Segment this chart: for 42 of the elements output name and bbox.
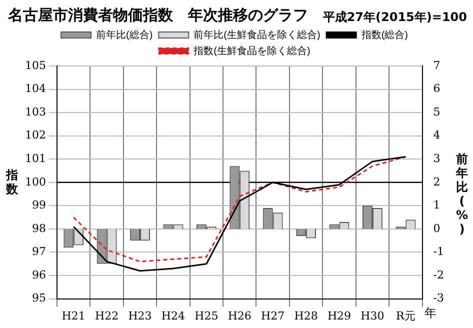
legend-label: 指数(総合) [360, 28, 408, 41]
y-tick-label: 104 [24, 82, 46, 96]
y2-tick-label: -1 [433, 245, 444, 258]
y2-axis-title: 前年比(%) [454, 152, 470, 236]
y2-tick-label: 5 [433, 105, 440, 118]
y-tick-label: 95 [32, 292, 46, 305]
y-tick-label: 99 [32, 198, 46, 212]
x-tick-label: H24 [161, 309, 186, 322]
y-tick-label: 102 [24, 128, 46, 142]
y-axis-title: 指数 [4, 168, 19, 196]
y2-tick-label: -3 [433, 292, 444, 305]
y-tick-label: 98 [32, 222, 46, 235]
x-tick-label: H27 [261, 309, 285, 322]
x-tick-label: H22 [95, 309, 119, 322]
x-tick-label: H29 [327, 309, 352, 322]
legend-label: 前年比(生鮮食品を除く総合) [194, 28, 320, 41]
chart-subtitle: 平成27年(2015年)=100 [322, 9, 467, 26]
y-tick-label: 103 [24, 105, 46, 118]
y2-tick-label: 7 [433, 58, 440, 72]
y2-tick-label: 2 [433, 175, 440, 188]
legend-label: 前年比(総合) [96, 28, 153, 41]
y-tick-label: 101 [24, 152, 46, 165]
y2-tick-label: 0 [433, 222, 440, 235]
y2-tick-label: 4 [433, 128, 440, 142]
y2-tick-label: 3 [433, 152, 440, 165]
x-tick-label: H30 [360, 309, 384, 322]
y2-tick-label: 6 [433, 82, 440, 96]
legend-label: 指数(生鮮食品を除く総合) [192, 44, 310, 57]
y-tick-label: 105 [24, 58, 46, 72]
y-tick-label: 100 [24, 175, 46, 188]
x-tick-label: H28 [294, 309, 318, 322]
y-tick-label: 97 [32, 245, 46, 258]
x-tick-label: H23 [128, 309, 152, 322]
x-tick-label: H21 [62, 309, 86, 322]
chart-title: 名古屋市消費者物価指数 年次推移のグラフ [8, 6, 308, 25]
y2-tick-label: 1 [433, 198, 440, 212]
x-tick-label: H25 [194, 309, 218, 322]
x-tick-label: H26 [228, 309, 252, 322]
x-tick-label: R元 [396, 309, 416, 322]
y-tick-label: 96 [32, 268, 46, 282]
x-axis-title: 年 [424, 304, 436, 322]
y2-tick-label: -2 [433, 268, 444, 282]
